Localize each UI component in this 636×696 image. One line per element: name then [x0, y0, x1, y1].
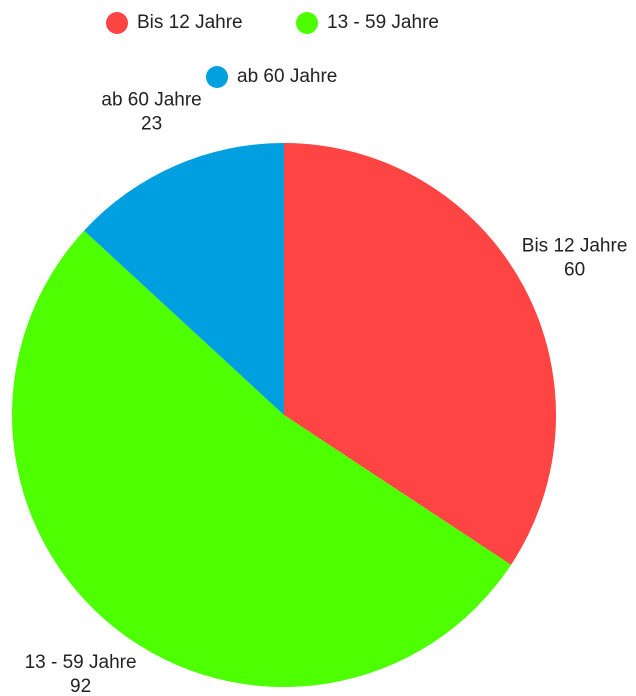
slice-label: 13 - 59 Jahre	[25, 652, 137, 673]
legend-label: 13 - 59 Jahre	[327, 12, 439, 33]
legend-swatch	[296, 12, 318, 34]
pie-slice	[284, 143, 556, 565]
slice-value: 92	[70, 676, 91, 696]
legend-swatch	[206, 66, 228, 88]
slice-value: 60	[564, 260, 585, 281]
slice-label: Bis 12 Jahre	[522, 236, 628, 257]
pie-slice	[84, 143, 284, 415]
legend-swatch	[106, 12, 128, 34]
legend-label: Bis 12 Jahre	[137, 12, 243, 33]
slice-label: ab 60 Jahre	[101, 90, 201, 111]
pie-slice	[12, 230, 512, 687]
slice-value: 23	[141, 114, 162, 135]
legend-label: ab 60 Jahre	[237, 66, 337, 87]
